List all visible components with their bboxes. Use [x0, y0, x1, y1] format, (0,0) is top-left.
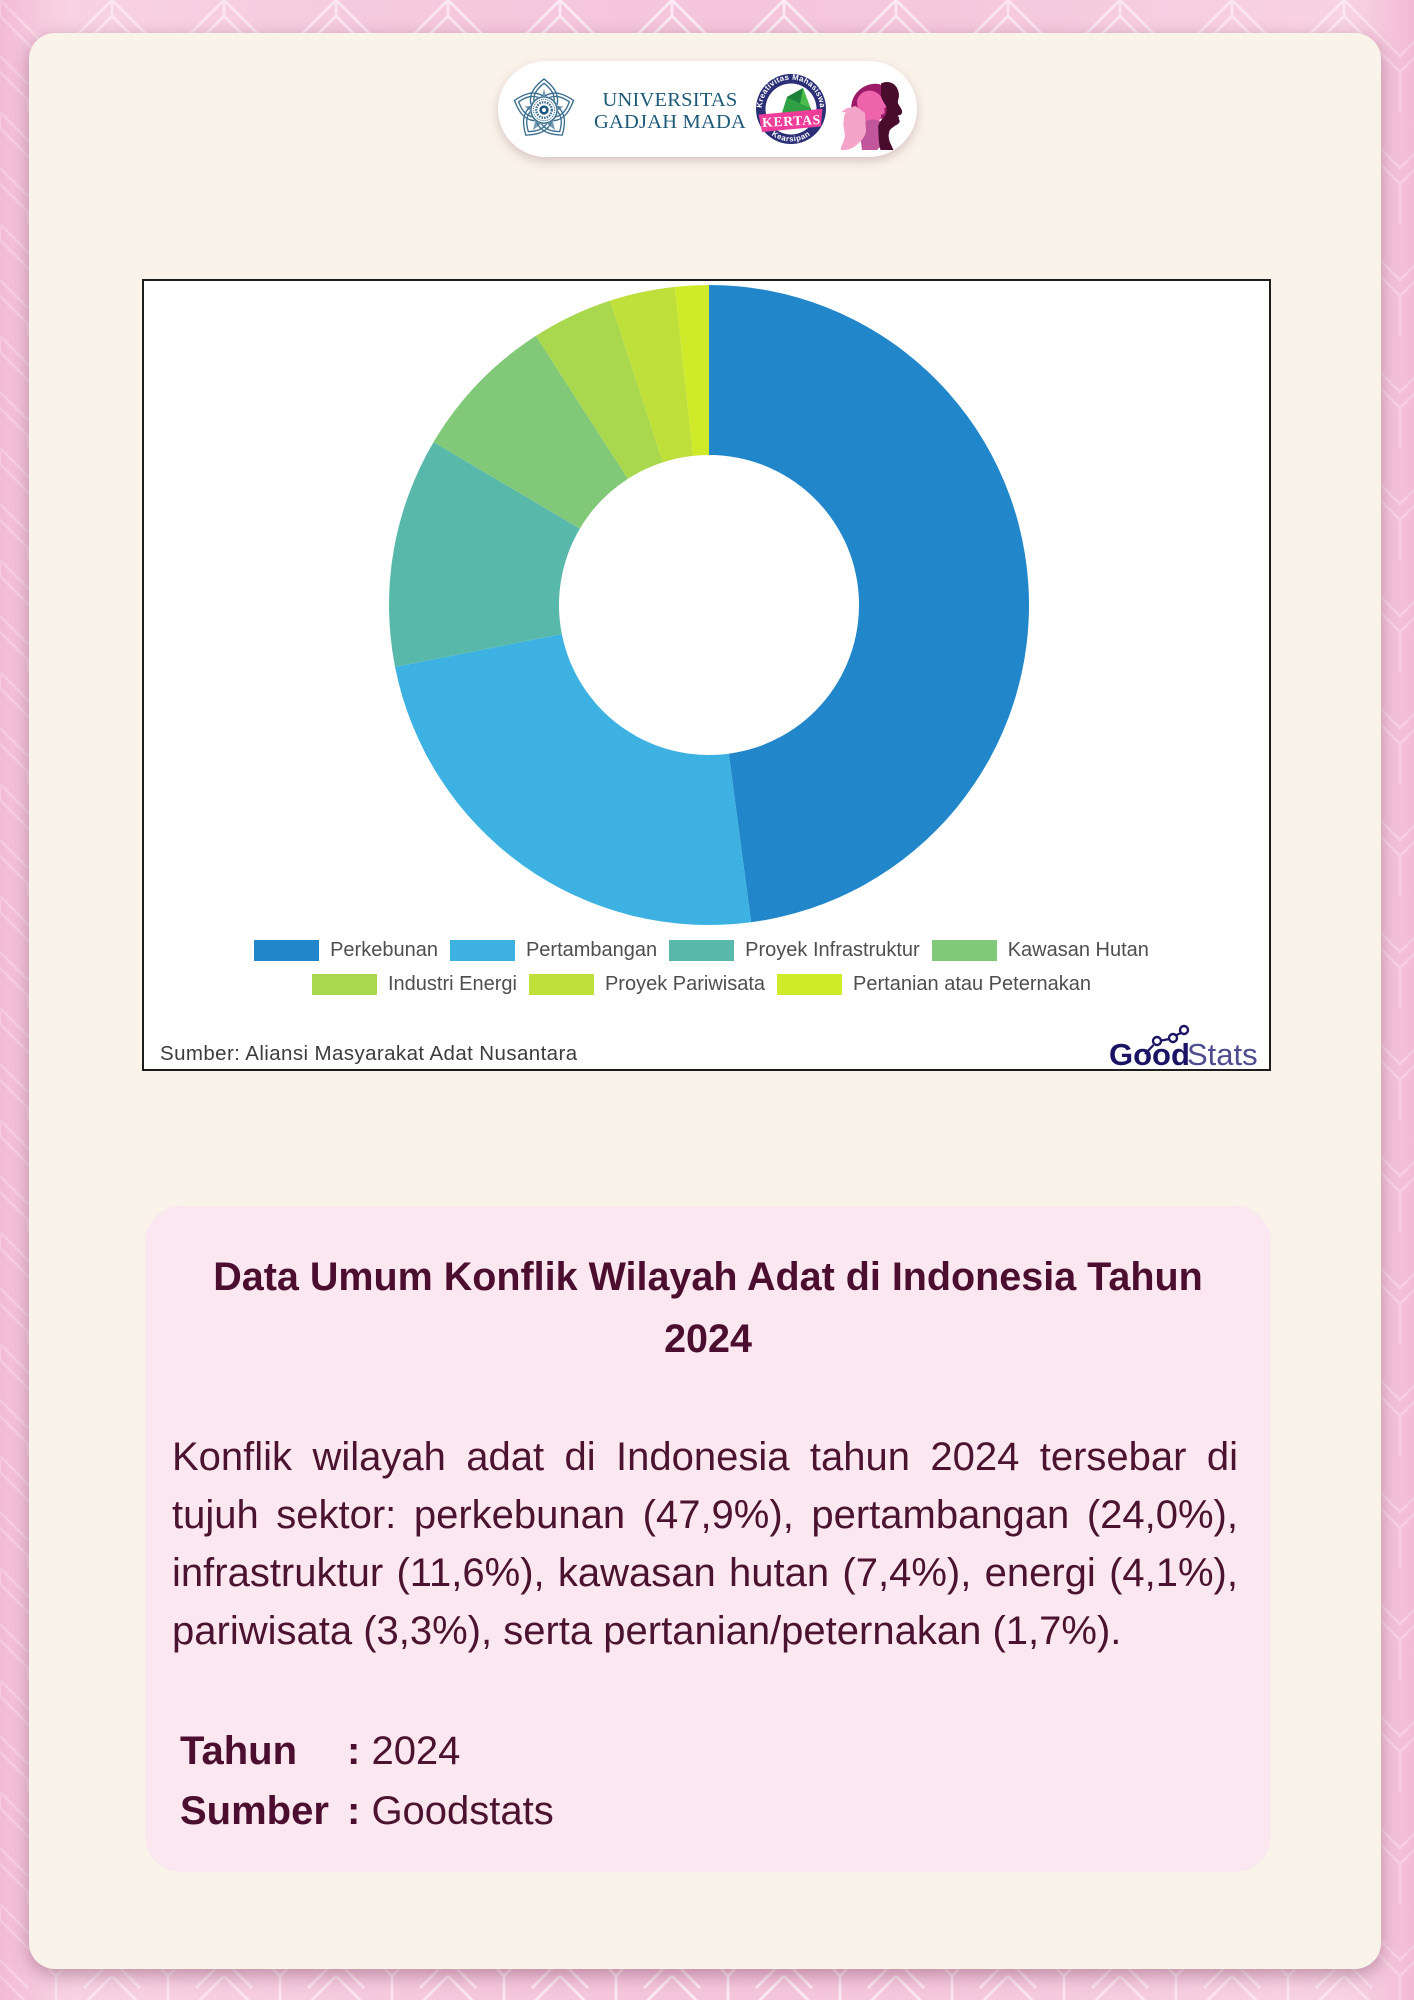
svg-text:Kearsipan: Kearsipan — [770, 129, 812, 144]
svg-text:KERTAS: KERTAS — [762, 112, 822, 130]
svg-text:Stats: Stats — [1187, 1037, 1258, 1072]
svg-text:Good: Good — [1109, 1037, 1190, 1072]
